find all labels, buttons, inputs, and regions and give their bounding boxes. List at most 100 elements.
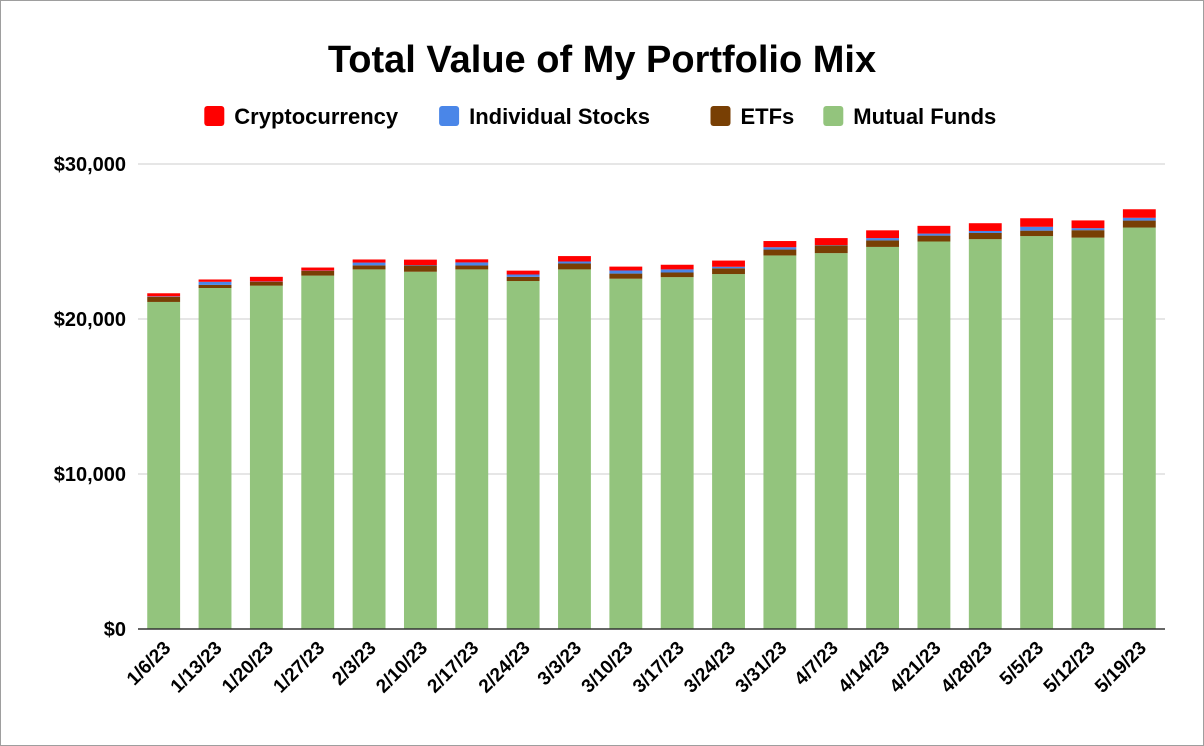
bar-segment-mutual-funds bbox=[198, 288, 232, 629]
bar-segment-mutual-funds bbox=[249, 285, 283, 629]
x-tick-label: 4/21/23 bbox=[886, 638, 946, 698]
bar-segment-mutual-funds bbox=[301, 275, 335, 629]
bar-segment-etfs bbox=[1020, 230, 1054, 237]
bar-segment-individual-stocks bbox=[917, 233, 951, 236]
y-axis-tick-labels: $0 $10,000 $20,000 $30,000 bbox=[54, 154, 126, 641]
bar-segment-individual-stocks bbox=[660, 269, 694, 273]
bar-segment-etfs bbox=[814, 245, 848, 254]
x-tick-label: 4/14/23 bbox=[834, 638, 894, 698]
x-tick-label: 5/12/23 bbox=[1040, 638, 1100, 698]
bar-segment-mutual-funds bbox=[455, 269, 489, 629]
legend-swatch bbox=[204, 106, 225, 126]
legend-label: ETFs bbox=[741, 104, 795, 129]
bar-stack bbox=[198, 279, 232, 629]
bar-segment-etfs bbox=[712, 268, 745, 275]
legend-item-individual-stocks: Individual Stocks bbox=[439, 104, 650, 129]
bar-segment-etfs bbox=[660, 272, 694, 278]
bar-segment-cryptocurrency bbox=[866, 230, 900, 239]
bars bbox=[147, 209, 1156, 630]
bar-stack bbox=[301, 267, 335, 629]
bar-segment-etfs bbox=[249, 281, 283, 286]
bar-segment-cryptocurrency bbox=[301, 267, 335, 271]
bar-stack bbox=[712, 260, 745, 629]
bar-segment-mutual-funds bbox=[609, 278, 643, 629]
chart-title: Total Value of My Portfolio Mix bbox=[328, 39, 876, 81]
y-tick-label: $20,000 bbox=[54, 309, 126, 331]
y-tick-label: $10,000 bbox=[54, 464, 126, 486]
bar-segment-individual-stocks bbox=[506, 274, 540, 277]
bar-stack bbox=[352, 259, 386, 629]
x-tick-label: 4/28/23 bbox=[937, 638, 997, 698]
bar-segment-individual-stocks bbox=[866, 238, 900, 241]
y-tick-label: $0 bbox=[104, 619, 126, 641]
bar-segment-etfs bbox=[763, 249, 797, 256]
bar-segment-etfs bbox=[558, 263, 591, 270]
bar-stack bbox=[968, 223, 1002, 630]
bar-segment-mutual-funds bbox=[660, 277, 694, 629]
bar-segment-individual-stocks bbox=[1020, 226, 1054, 231]
x-tick-label: 1/20/23 bbox=[218, 638, 278, 698]
legend-item-cryptocurrency: Cryptocurrency bbox=[204, 104, 399, 129]
bar-segment-etfs bbox=[198, 284, 232, 288]
bar-stack bbox=[249, 276, 283, 629]
x-axis-tick-labels: 1/6/231/13/231/20/231/27/23 2/3/232/10/23… bbox=[123, 638, 1151, 698]
x-tick-label: 3/31/23 bbox=[732, 638, 792, 698]
bar-segment-mutual-funds bbox=[763, 255, 797, 629]
bar-segment-individual-stocks bbox=[1122, 217, 1156, 221]
x-tick-label: 3/17/23 bbox=[629, 638, 689, 698]
bar-segment-etfs bbox=[1071, 230, 1105, 238]
bar-segment-cryptocurrency bbox=[558, 256, 591, 262]
bar-segment-mutual-funds bbox=[968, 239, 1002, 630]
bar-segment-etfs bbox=[352, 265, 386, 270]
x-tick-label: 2/24/23 bbox=[475, 638, 535, 698]
legend-label: Mutual Funds bbox=[853, 104, 996, 129]
legend-swatch bbox=[439, 106, 460, 126]
bar-segment-individual-stocks bbox=[352, 262, 386, 266]
bar-segment-etfs bbox=[147, 296, 181, 302]
bar-stack bbox=[814, 238, 848, 629]
bar-segment-individual-stocks bbox=[712, 266, 745, 269]
legend-item-mutual-funds: Mutual Funds bbox=[823, 104, 996, 129]
bar-segment-cryptocurrency bbox=[455, 259, 489, 263]
bar-segment-cryptocurrency bbox=[506, 270, 540, 275]
bar-stack bbox=[917, 225, 951, 629]
bar-stack bbox=[455, 259, 489, 629]
bar-stack bbox=[1071, 220, 1105, 629]
bar-segment-mutual-funds bbox=[1071, 237, 1105, 629]
x-tick-label: 3/24/23 bbox=[680, 638, 740, 698]
bar-stack bbox=[660, 264, 694, 629]
x-tick-label: 5/19/23 bbox=[1091, 638, 1151, 698]
bar-segment-etfs bbox=[609, 273, 643, 279]
legend-label: Individual Stocks bbox=[469, 104, 650, 129]
bar-segment-cryptocurrency bbox=[403, 259, 437, 266]
bar-segment-individual-stocks bbox=[609, 270, 643, 274]
bar-segment-cryptocurrency bbox=[1020, 218, 1054, 227]
bar-segment-etfs bbox=[506, 276, 540, 282]
bar-segment-cryptocurrency bbox=[1071, 220, 1105, 229]
bar-segment-etfs bbox=[968, 232, 1002, 240]
bar-segment-individual-stocks bbox=[763, 247, 797, 250]
bar-segment-cryptocurrency bbox=[249, 276, 283, 282]
legend-swatch bbox=[823, 106, 844, 126]
x-tick-label: 2/17/23 bbox=[424, 638, 484, 698]
legend-item-etfs: ETFs bbox=[710, 104, 795, 129]
bar-stack bbox=[1122, 209, 1156, 630]
bar-segment-mutual-funds bbox=[352, 269, 386, 629]
bar-segment-cryptocurrency bbox=[763, 241, 797, 248]
bar-segment-etfs bbox=[917, 235, 951, 242]
bar-stack bbox=[866, 230, 900, 630]
bar-segment-etfs bbox=[866, 240, 900, 247]
legend-swatch bbox=[710, 106, 731, 126]
bar-stack bbox=[1020, 218, 1054, 629]
y-tick-label: $30,000 bbox=[54, 154, 126, 176]
bar-segment-cryptocurrency bbox=[660, 264, 694, 270]
bar-segment-mutual-funds bbox=[147, 301, 181, 629]
bar-segment-etfs bbox=[455, 265, 489, 270]
bar-stack bbox=[403, 259, 437, 629]
bar-segment-mutual-funds bbox=[558, 269, 591, 629]
bar-segment-cryptocurrency bbox=[814, 238, 848, 246]
bar-segment-individual-stocks bbox=[968, 230, 1002, 233]
bar-segment-mutual-funds bbox=[917, 241, 951, 629]
bar-segment-mutual-funds bbox=[1020, 236, 1054, 629]
